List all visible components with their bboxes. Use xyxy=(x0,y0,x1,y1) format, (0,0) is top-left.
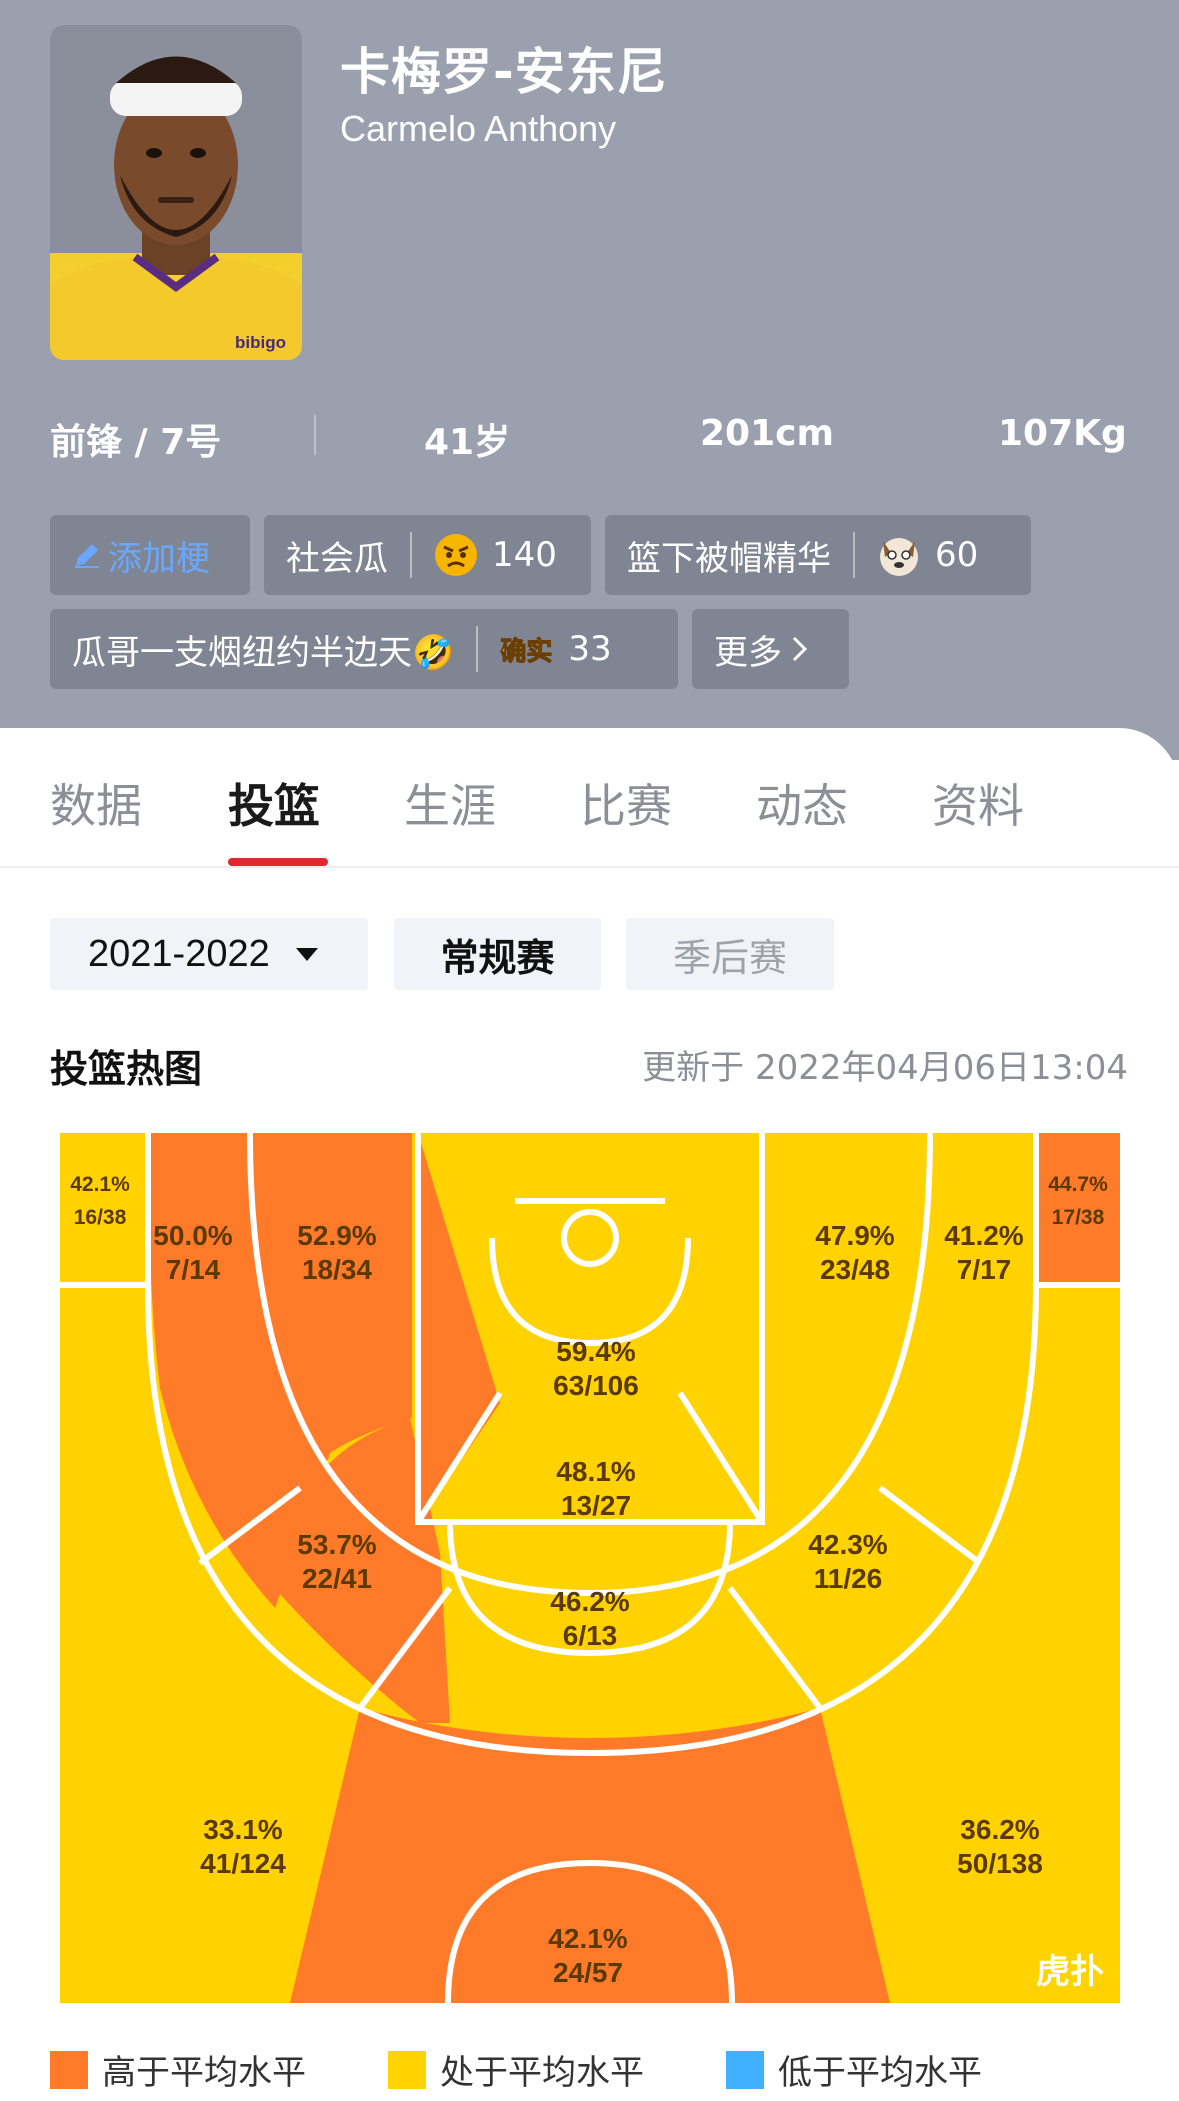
meme-tag-2[interactable]: 篮下被帽精华 60 xyxy=(605,515,1031,595)
player-header: bibigo 卡梅罗-安东尼 Carmelo Anthony 前锋 / 7号 4… xyxy=(0,0,1179,760)
zone-right-corner-three xyxy=(1036,1133,1120,1285)
legend-above-average: 高于平均水平 xyxy=(50,2045,306,2094)
heatmap-title: 投篮热图 xyxy=(50,1047,203,1091)
legend-average: 处于平均水平 xyxy=(388,2045,644,2094)
meme-tag-label: 瓜哥一支烟纽约半边天🤣 xyxy=(72,632,455,673)
zone-label-made: 63/106 xyxy=(553,1370,639,1401)
player-name-en: Carmelo Anthony xyxy=(340,108,617,149)
tag-separator xyxy=(476,626,479,672)
player-info-row: 前锋 / 7号 41岁 201cm 107Kg xyxy=(0,405,1179,465)
tab-data[interactable]: 数据 xyxy=(50,779,142,833)
zone-label-made: 13/27 xyxy=(561,1490,631,1521)
hupu-watermark: 虎扑 xyxy=(1036,1952,1104,1992)
player-age: 41岁 xyxy=(424,422,511,463)
legend-label: 处于平均水平 xyxy=(440,2053,644,2093)
meme-tag-1[interactable]: 社会瓜 140 xyxy=(264,515,591,595)
info-divider xyxy=(314,415,316,455)
legend-swatch xyxy=(388,2050,426,2089)
more-tags-button[interactable]: 更多 xyxy=(692,609,849,689)
chevron-right-icon xyxy=(792,636,808,662)
zone-label-made: 7/17 xyxy=(957,1254,1012,1285)
tab-career[interactable]: 生涯 xyxy=(404,779,496,833)
zone-label-made: 24/57 xyxy=(553,1957,623,1988)
zone-label-made: 17/38 xyxy=(1052,1206,1105,1229)
tag-separator xyxy=(410,532,412,578)
dog-face-icon xyxy=(880,538,918,576)
season-dropdown[interactable]: 2021-2022 xyxy=(50,918,368,990)
zone-label-pct: 59.4% xyxy=(556,1336,635,1367)
legend-swatch xyxy=(50,2050,88,2089)
player-photo-icon xyxy=(50,56,302,360)
heatmap-updated-time: 更新于 2022年04月06日13:04 xyxy=(642,1048,1128,1088)
add-meme-button[interactable]: 添加梗 xyxy=(50,515,250,595)
tab-games[interactable]: 比赛 xyxy=(580,779,672,833)
zone-label-made: 7/14 xyxy=(166,1254,221,1285)
regular-season-toggle[interactable]: 常规赛 xyxy=(394,918,601,990)
zone-label-pct: 47.9% xyxy=(815,1220,894,1251)
meme-tag-count: 140 xyxy=(492,535,557,575)
tab-divider xyxy=(0,866,1179,868)
zone-label-made: 23/48 xyxy=(820,1254,890,1285)
zone-label-made: 22/41 xyxy=(302,1563,372,1594)
zone-label-pct: 33.1% xyxy=(203,1814,282,1845)
meme-tag-3[interactable]: 瓜哥一支烟纽约半边天🤣 确实 33 xyxy=(50,609,678,689)
zone-label-made: 18/34 xyxy=(302,1254,372,1285)
angry-face-icon xyxy=(435,534,477,576)
tag-separator xyxy=(853,532,855,578)
more-tags-label: 更多 xyxy=(714,632,782,673)
zone-label-pct: 44.7% xyxy=(1048,1173,1108,1196)
zone-label-made: 11/26 xyxy=(814,1563,883,1594)
zone-label-made: 50/138 xyxy=(957,1848,1043,1879)
shot-heatmap-court: 42.1% 16/38 50.0% 7/14 52.9% 18/34 59.4%… xyxy=(60,1133,1120,2003)
tab-bar: 数据 投篮 生涯 比赛 动态 资料 xyxy=(0,728,1179,868)
zone-label-pct: 53.7% xyxy=(297,1529,376,1560)
player-height: 201cm xyxy=(700,413,834,454)
zone-label-pct: 42.3% xyxy=(808,1529,887,1560)
player-weight: 107Kg xyxy=(998,413,1127,454)
legend-label: 高于平均水平 xyxy=(102,2053,306,2093)
meme-tag-count: 33 xyxy=(568,629,612,669)
player-avatar: bibigo xyxy=(50,25,302,360)
zone-label-pct: 41.2% xyxy=(944,1220,1023,1251)
zone-label-pct: 42.1% xyxy=(70,1173,130,1196)
meme-tag-label: 社会瓜 xyxy=(286,538,388,579)
caret-down-icon xyxy=(295,947,318,961)
position-number: 前锋 / 7号 xyxy=(50,422,222,463)
meme-tag-badge: 确实 xyxy=(500,636,553,667)
zone-label-pct: 36.2% xyxy=(960,1814,1039,1845)
active-tab-indicator xyxy=(228,858,328,866)
playoffs-toggle[interactable]: 季后赛 xyxy=(626,918,834,990)
zone-label-made: 6/13 xyxy=(563,1620,618,1651)
zone-label-pct: 52.9% xyxy=(297,1220,376,1251)
legend-below-average: 低于平均水平 xyxy=(726,2045,982,2094)
zone-label-made: 41/124 xyxy=(200,1848,286,1879)
zone-left-elbow-two xyxy=(200,1418,450,1723)
zone-label-pct: 42.1% xyxy=(548,1923,627,1954)
player-name-cn: 卡梅罗-安东尼 xyxy=(340,43,668,101)
zone-label-pct: 50.0% xyxy=(153,1220,232,1251)
zone-label-pct: 46.2% xyxy=(550,1586,629,1617)
zone-top-three xyxy=(290,1708,890,2003)
meme-tag-count: 60 xyxy=(935,535,979,575)
zone-label-pct: 48.1% xyxy=(556,1456,635,1487)
tab-news[interactable]: 动态 xyxy=(756,779,848,833)
zone-label-made: 16/38 xyxy=(74,1206,127,1229)
add-meme-label: 添加梗 xyxy=(108,538,210,579)
tab-profile[interactable]: 资料 xyxy=(932,779,1024,833)
tab-shooting[interactable]: 投篮 xyxy=(228,779,320,833)
legend-swatch xyxy=(726,2050,764,2089)
jersey-logo-text: bibigo xyxy=(235,333,286,352)
season-value: 2021-2022 xyxy=(88,932,270,975)
meme-tag-label: 篮下被帽精华 xyxy=(627,538,831,579)
pencil-icon xyxy=(75,544,99,568)
legend-label: 低于平均水平 xyxy=(778,2053,982,2093)
